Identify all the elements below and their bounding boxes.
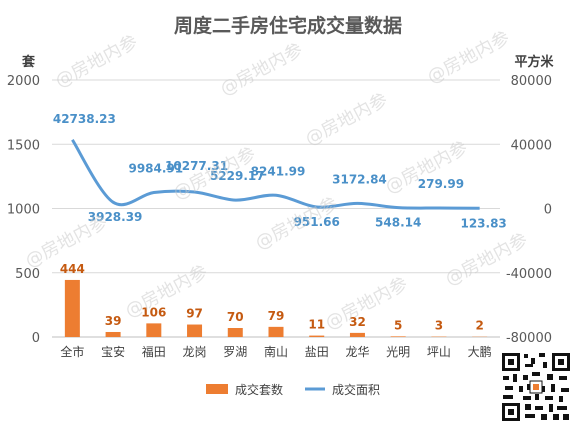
line-data-label: 10277.31 (165, 159, 228, 173)
x-tick-label: 大鹏 (468, 345, 492, 359)
bar (64, 279, 80, 337)
y-right-axis-label: 平方米 (514, 54, 554, 70)
x-tick-label: 坪山 (427, 345, 451, 359)
line-data-label: 3928.39 (88, 210, 143, 224)
x-tick-label: 盐田 (305, 345, 329, 359)
x-tick-label: 光明 (386, 345, 410, 359)
x-tick-label: 罗湖 (223, 344, 247, 359)
bar-data-label: 32 (349, 315, 366, 329)
bar (268, 326, 284, 337)
bar (390, 336, 406, 337)
bar-data-label: 97 (186, 307, 203, 321)
bar-data-label: 39 (105, 314, 122, 328)
line-data-label: 8241.99 (251, 164, 306, 178)
legend-swatch-bar (206, 384, 228, 394)
y-left-tick-label: 500 (15, 267, 40, 282)
bar-data-label: 3 (435, 319, 443, 333)
bar-data-label: 79 (268, 309, 285, 323)
y-right-tick-label: 0 (544, 203, 552, 218)
line-data-label: 9984.91 (128, 161, 183, 175)
y-left-tick-label: 2000 (7, 74, 40, 89)
y-left-axis-label: 套 (21, 54, 36, 70)
x-tick-label: 宝安 (101, 344, 125, 359)
y-left-tick-label: 1000 (7, 203, 40, 218)
legend-label: 成交套数 (235, 382, 283, 397)
bar-data-label: 106 (141, 305, 166, 319)
bar-data-label: 11 (308, 318, 325, 332)
y-left-tick-label: 0 (32, 331, 40, 346)
bar (187, 324, 203, 337)
y-right-tick-label: 40000 (511, 138, 552, 153)
line-data-label: 123.83 (460, 216, 506, 230)
qr-code-icon (499, 350, 573, 424)
y-right-tick-label: -80000 (506, 331, 552, 346)
bar-data-label: 2 (475, 319, 483, 333)
bar (227, 328, 243, 337)
x-tick-label: 全市 (60, 344, 84, 359)
bar (349, 332, 365, 337)
bar (146, 323, 162, 337)
y-left-tick-label: 1500 (7, 138, 40, 153)
line-data-label: 548.14 (375, 216, 421, 230)
line-data-label: 5229.17 (210, 169, 265, 183)
line-data-label: 3172.84 (332, 172, 387, 186)
line-data-label: 42738.23 (53, 112, 116, 126)
x-tick-label: 福田 (142, 344, 166, 359)
bar (309, 335, 325, 337)
line-data-label: 279.99 (418, 177, 464, 191)
y-right-tick-label: 80000 (511, 74, 552, 89)
bar-data-label: 444 (60, 262, 85, 276)
chart-title: 周度二手房住宅成交量数据 (174, 14, 402, 37)
bar (105, 331, 121, 337)
legend-label: 成交面积 (332, 382, 380, 397)
x-tick-label: 龙华 (345, 345, 369, 359)
line-series-area (71, 139, 480, 210)
x-tick-label: 龙岗 (183, 345, 207, 359)
y-right-tick-label: -40000 (506, 267, 552, 282)
line-data-label: 951.66 (294, 215, 340, 229)
bar-data-label: 5 (394, 318, 402, 332)
bar-data-label: 70 (227, 310, 244, 324)
x-tick-label: 南山 (264, 344, 288, 359)
